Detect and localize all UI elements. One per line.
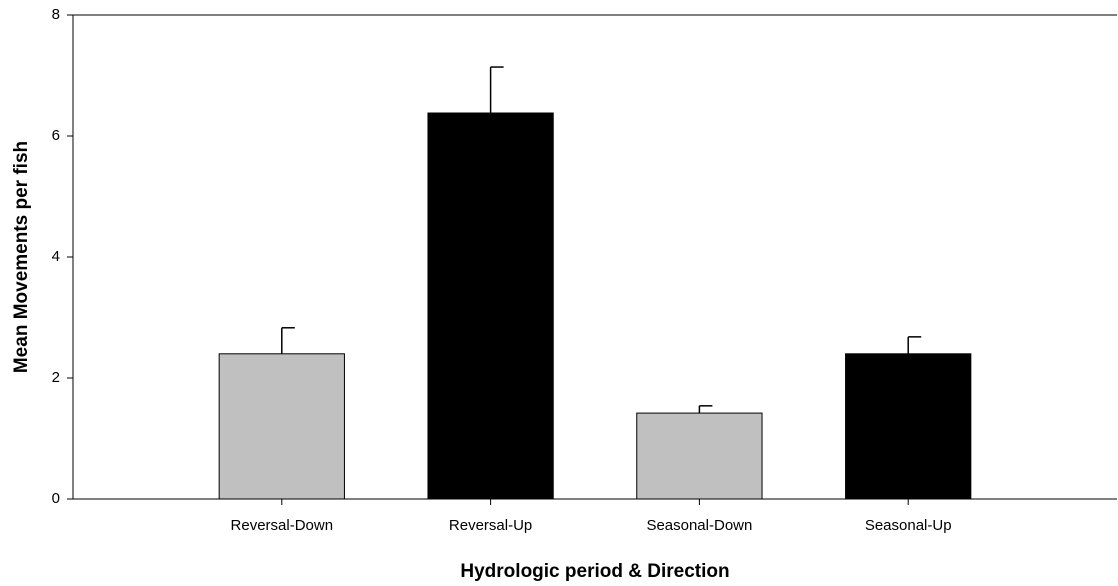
- y-axis-label: Mean Movements per fish: [11, 141, 32, 373]
- bar: [636, 412, 763, 500]
- y-tick-label: 2: [52, 369, 60, 386]
- x-tick-label: Seasonal-Down: [646, 517, 752, 534]
- x-tick-label: Reversal-Up: [449, 517, 532, 534]
- y-tick-label: 4: [52, 248, 60, 265]
- x-axis-label: Hydrologic period & Direction: [460, 561, 729, 582]
- x-tick-label: Reversal-Down: [231, 517, 334, 534]
- y-tick-label: 8: [52, 6, 60, 23]
- bar: [427, 112, 554, 500]
- bar: [845, 353, 972, 500]
- bar: [218, 353, 345, 500]
- x-tick-label: Seasonal-Up: [865, 517, 952, 534]
- y-tick-label: 0: [52, 490, 60, 507]
- y-tick-label: 6: [52, 127, 60, 144]
